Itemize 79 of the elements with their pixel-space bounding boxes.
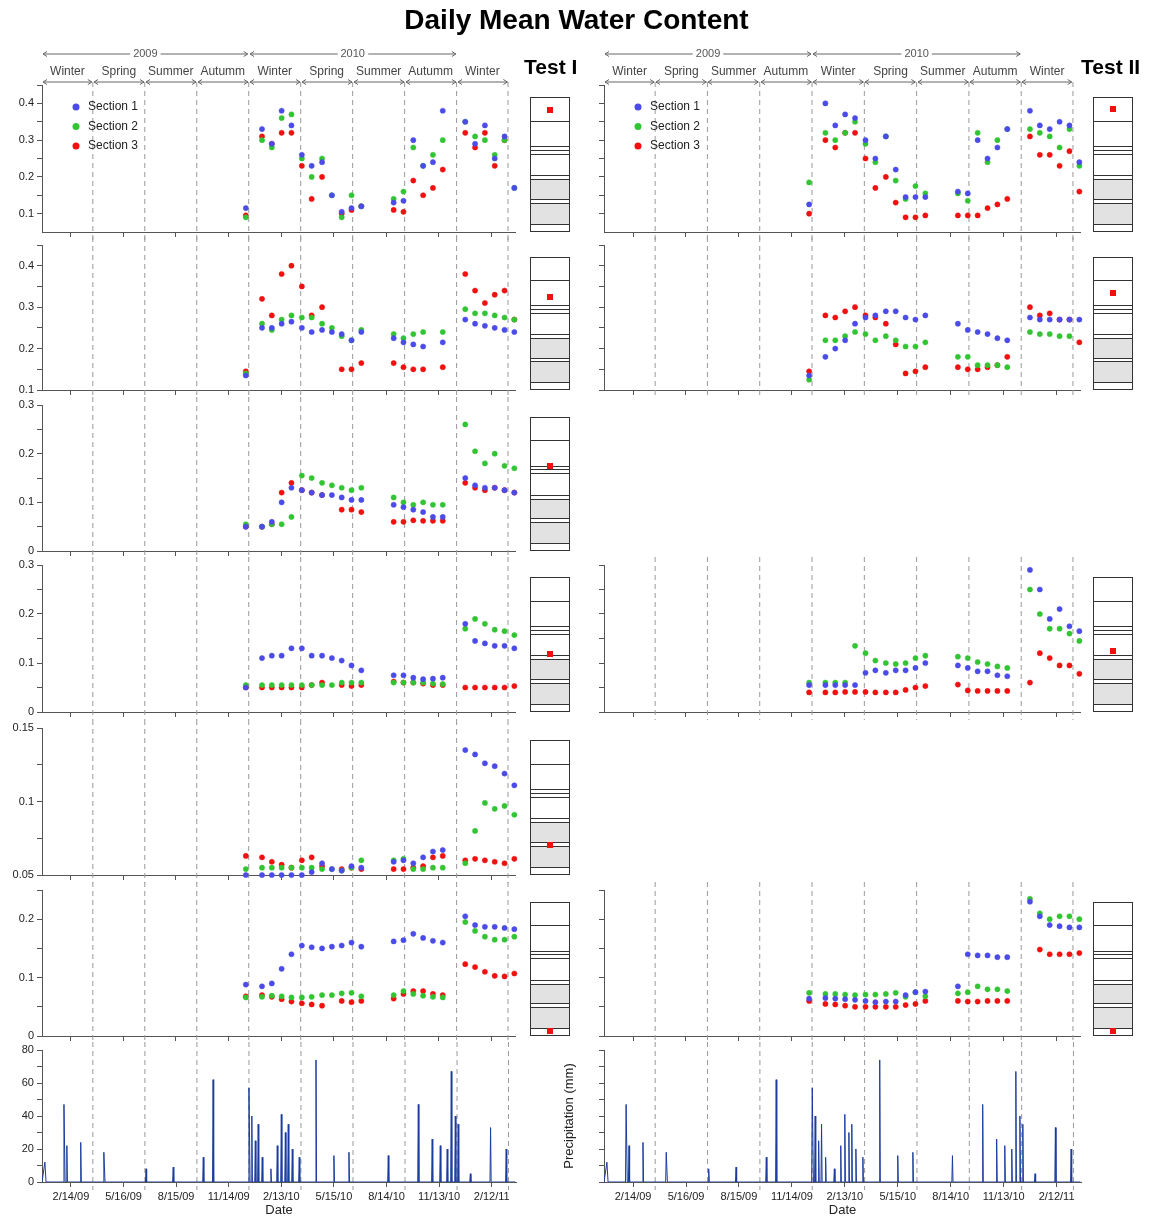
y-tick-label: 0: [27, 705, 34, 718]
text: 2010: [340, 47, 365, 60]
y-tick-label: 0.1: [18, 970, 34, 983]
x-tick-label: 2/13/10: [262, 1189, 300, 1202]
y-tick-label: 0.15: [12, 721, 34, 734]
x-tick-label: 8/15/09: [720, 1189, 758, 1202]
x-tick-label: 8/15/09: [157, 1189, 195, 1202]
y-tick-label: 0.1: [18, 206, 34, 219]
legend-label: Section 1: [650, 99, 701, 114]
text: Autumm: [763, 64, 809, 79]
text: 2009: [133, 47, 158, 60]
y-tick-label: 0.3: [18, 558, 34, 571]
x-tick-label: 11/14/09: [207, 1189, 250, 1202]
x-tick-label: 11/14/09: [770, 1189, 813, 1202]
x-tick-label: 5/15/10: [315, 1189, 353, 1202]
text: Spring: [309, 64, 345, 79]
legend-label: Section 3: [650, 138, 701, 153]
y-tick-label: 0.1: [18, 383, 34, 396]
text: Autumm: [200, 64, 246, 79]
text: 2009: [695, 47, 721, 60]
text: Spring: [101, 64, 137, 79]
text: Winter: [1029, 64, 1065, 79]
x-axis-title: Date: [265, 1201, 293, 1217]
x-tick-label: 2/12/11: [473, 1189, 510, 1202]
x-tick-label: 11/13/10: [982, 1189, 1025, 1202]
y-tick-label: 0.3: [18, 398, 34, 411]
y-tick-label: 0.2: [18, 169, 34, 182]
text: Winter: [464, 64, 500, 79]
x-tick-label: 11/13/10: [418, 1189, 461, 1202]
y-axis-title: Precipitation (mm): [561, 1063, 577, 1169]
x-tick-label: 5/16/09: [667, 1189, 705, 1202]
y-tick-label: 0.2: [18, 607, 34, 620]
x-tick-label: 2/14/09: [614, 1189, 652, 1202]
text: Winter: [612, 64, 647, 79]
text: Spring: [873, 64, 908, 79]
legend-label: Section 2: [650, 118, 701, 133]
legend-label: Section 2: [88, 118, 139, 133]
y-tick-label: 0.4: [18, 96, 34, 109]
text: Daily Mean Water Content: [403, 4, 750, 36]
legend-label: Section 3: [88, 138, 139, 153]
y-tick-label: 0.1: [18, 794, 34, 807]
x-tick-label: 2/14/09: [52, 1189, 90, 1202]
text: Summer: [920, 64, 966, 79]
y-tick-label: 40: [21, 1109, 34, 1122]
text: 2010: [904, 47, 929, 60]
x-tick-label: 5/16/09: [105, 1189, 142, 1202]
y-tick-label: 0.1: [18, 495, 34, 508]
text: Summer: [148, 64, 194, 79]
y-tick-label: 0.3: [18, 133, 34, 146]
x-axis-title: Date: [828, 1201, 857, 1217]
text: Spring: [663, 64, 699, 79]
y-tick-label: 0.2: [18, 341, 34, 354]
chart-subtitle: Test I: [524, 55, 578, 79]
x-tick-label: 2/12/11: [1038, 1189, 1075, 1202]
y-tick-label: 0: [27, 1029, 34, 1042]
text: Winter: [50, 64, 85, 79]
y-tick-label: 20: [21, 1142, 34, 1155]
text: Winter: [820, 64, 856, 79]
text: Summer: [710, 64, 757, 79]
y-tick-label: 0.4: [18, 258, 34, 271]
text: Autumm: [972, 64, 1018, 79]
y-tick-label: 0: [27, 544, 34, 557]
chart-subtitle: Test II: [1081, 55, 1141, 79]
x-tick-label: 5/15/10: [879, 1189, 917, 1202]
y-tick-label: 60: [21, 1076, 34, 1089]
x-tick-label: 8/14/10: [932, 1189, 970, 1202]
x-tick-label: 2/13/10: [826, 1189, 864, 1202]
y-tick-label: 0.3: [18, 300, 34, 313]
x-tick-label: 8/14/10: [368, 1189, 405, 1202]
y-tick-label: 0.2: [18, 912, 34, 925]
y-tick-label: 80: [21, 1043, 34, 1056]
text: Autumm: [408, 64, 453, 79]
y-tick-label: 0.2: [18, 446, 34, 459]
text: Winter: [257, 64, 293, 79]
y-tick-label: 0: [27, 1175, 34, 1188]
y-tick-label: 0.1: [18, 656, 34, 669]
legend-label: Section 1: [88, 99, 139, 114]
y-tick-label: 0.05: [12, 868, 34, 881]
text: Summer: [355, 64, 402, 79]
